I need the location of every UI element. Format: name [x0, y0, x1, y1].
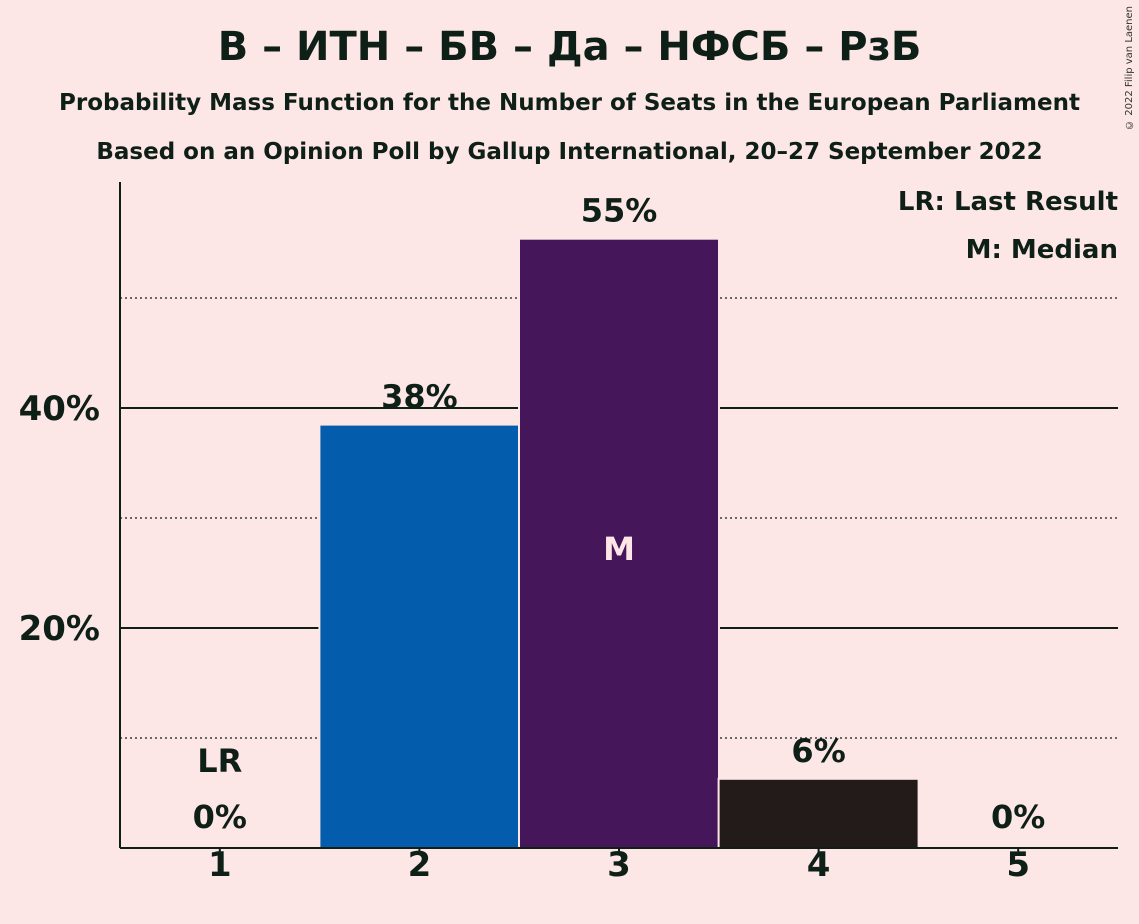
x-tick-label: 3	[607, 845, 631, 885]
data-label: 55%	[581, 192, 658, 230]
bar	[719, 779, 918, 848]
y-tick-label: 20%	[19, 609, 100, 649]
bar	[320, 425, 519, 848]
chart-subtitle-2: Based on an Opinion Poll by Gallup Inter…	[96, 139, 1043, 165]
legend-median: M: Median	[966, 235, 1118, 265]
data-label: 0%	[193, 798, 247, 836]
data-label: 0%	[991, 798, 1045, 836]
data-label: 6%	[791, 732, 845, 770]
chart-title: В – ИТН – БВ – Да – НФСБ – РзБ	[217, 24, 922, 70]
x-tick-label: 4	[807, 845, 831, 885]
y-tick-label: 40%	[19, 389, 100, 429]
bar	[520, 239, 718, 848]
median-marker: M	[603, 530, 635, 568]
chart-subtitle-1: Probability Mass Function for the Number…	[59, 90, 1080, 116]
x-tick-label: 2	[408, 845, 432, 885]
legend-last-result: LR: Last Result	[898, 187, 1118, 217]
data-label: 38%	[381, 378, 458, 416]
last-result-marker: LR	[197, 742, 242, 780]
x-tick-label: 5	[1006, 845, 1030, 885]
x-tick-label: 1	[208, 845, 232, 885]
